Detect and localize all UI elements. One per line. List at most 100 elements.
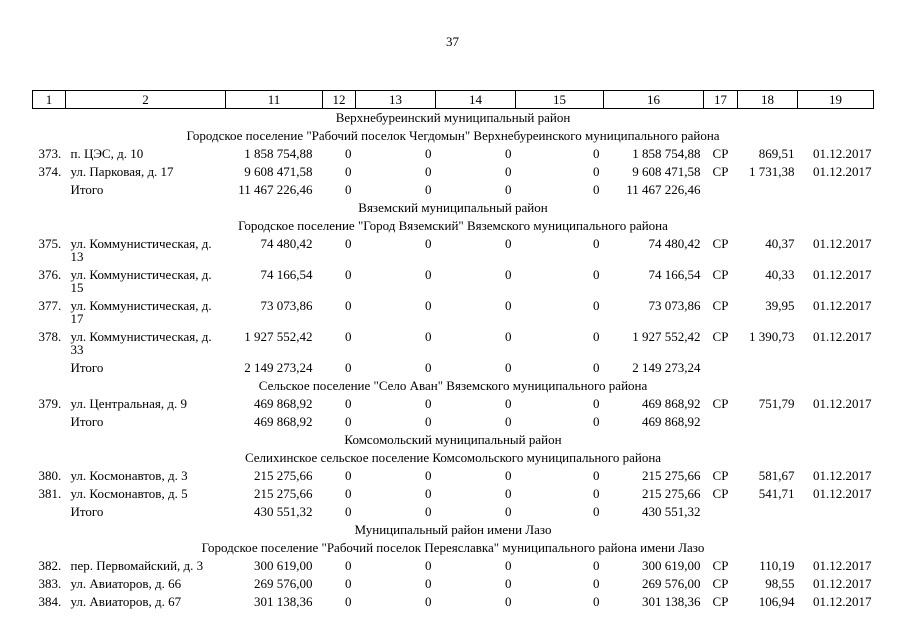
value-cell-c13: 0 bbox=[425, 329, 432, 344]
value-cell-c17: СР bbox=[712, 329, 729, 344]
value-cell-c12: 0 bbox=[345, 146, 352, 161]
table-row: 384. ул. Авиаторов, д. 67 301 138,36 0 0 0 0 30… bbox=[33, 593, 874, 611]
value-cell-c13: 0 bbox=[425, 236, 432, 251]
value-cell-c16: 269 576,00 bbox=[642, 576, 701, 591]
value-cell-c12: 0 bbox=[345, 236, 352, 251]
value-cell-c13: 0 bbox=[425, 504, 432, 519]
address-cell: ул. Коммунистическая, д. 13 bbox=[70, 236, 212, 264]
value-cell-c16: 74 480,42 bbox=[648, 236, 701, 251]
value-cell-c18 bbox=[738, 359, 798, 377]
value-cell-c15: 0 bbox=[593, 414, 600, 429]
row-number-cell bbox=[33, 359, 66, 377]
table-row: 377. ул. Коммунистическая, д. 17 73 073,86… bbox=[33, 297, 874, 328]
value-cell-c14: 0 bbox=[505, 558, 512, 573]
table-header-row: 1 2 11 12 13 14 15 16 17 18 19 bbox=[32, 90, 874, 109]
settlement-header: Городское поселение "Город Вяземский" Вя… bbox=[238, 218, 668, 233]
value-cell-c15: 0 bbox=[593, 504, 600, 519]
column-header: 17 bbox=[703, 90, 738, 109]
settlement-header-row: Селихинское сельское поселение Комсомоль… bbox=[33, 449, 874, 467]
value-cell-c12: 0 bbox=[345, 468, 352, 483]
value-cell-c13: 0 bbox=[425, 594, 432, 609]
address-cell: ул. Центральная, д. 9 bbox=[70, 396, 188, 411]
column-header: 12 bbox=[322, 90, 356, 109]
value-cell-c14: 0 bbox=[505, 414, 512, 429]
address-cell: ул. Авиаторов, д. 66 bbox=[70, 576, 182, 591]
value-cell-c18: 581,67 bbox=[758, 468, 795, 483]
value-cell-c14: 0 bbox=[505, 164, 512, 179]
row-number-cell: 376. bbox=[38, 267, 62, 282]
value-cell-c18: 751,79 bbox=[758, 396, 795, 411]
value-cell-c19: 01.12.2017 bbox=[813, 396, 872, 411]
district-header-row: Комсомольский муниципальный район bbox=[33, 431, 874, 449]
value-cell-c13: 0 bbox=[425, 558, 432, 573]
address-cell: ул. Парковая, д. 17 bbox=[70, 164, 174, 179]
value-cell-c15: 0 bbox=[593, 594, 600, 609]
value-cell-c13: 0 bbox=[425, 576, 432, 591]
value-cell-c11: 301 138,36 bbox=[254, 594, 313, 609]
value-cell-c15: 0 bbox=[593, 576, 600, 591]
value-cell-c18 bbox=[738, 413, 798, 431]
value-cell-c11: 74 166,54 bbox=[260, 267, 313, 282]
value-cell-c18: 39,95 bbox=[765, 298, 795, 313]
value-cell-c14: 0 bbox=[505, 267, 512, 282]
value-cell-c11: 1 858 754,88 bbox=[244, 146, 313, 161]
address-cell: пер. Первомайский, д. 3 bbox=[70, 558, 204, 573]
value-cell-c15: 0 bbox=[593, 329, 600, 344]
value-cell-c15: 0 bbox=[593, 396, 600, 411]
total-label-cell: Итого bbox=[70, 182, 104, 197]
value-cell-c13: 0 bbox=[425, 164, 432, 179]
value-cell-c11: 74 480,42 bbox=[260, 236, 313, 251]
value-cell-c14: 0 bbox=[505, 576, 512, 591]
value-cell-c16: 9 608 471,58 bbox=[632, 164, 701, 179]
value-cell-c11: 2 149 273,24 bbox=[244, 360, 313, 375]
row-number-cell: 379. bbox=[38, 396, 62, 411]
value-cell-c18: 541,71 bbox=[758, 486, 795, 501]
value-cell-c14: 0 bbox=[505, 486, 512, 501]
settlement-header: Городское поселение "Рабочий поселок Пер… bbox=[201, 540, 705, 555]
value-cell-c17: СР bbox=[712, 468, 729, 483]
row-number-cell: 378. bbox=[38, 329, 62, 344]
value-cell-c19: 01.12.2017 bbox=[813, 329, 872, 344]
table-row: 380. ул. Космонавтов, д. 3 215 275,66 0 0 0 0 2… bbox=[33, 467, 874, 485]
district-header-row: Верхнебуреинский муниципальный район bbox=[33, 109, 874, 128]
row-number-cell: 381. bbox=[38, 486, 62, 501]
table-row: 374. ул. Парковая, д. 17 9 608 471,58 0 0 0 0 9… bbox=[33, 163, 874, 181]
value-cell-c17 bbox=[704, 181, 738, 199]
value-cell-c16: 74 166,54 bbox=[648, 267, 701, 282]
value-cell-c18: 869,51 bbox=[758, 146, 795, 161]
value-cell-c17: СР bbox=[712, 576, 729, 591]
row-number-cell: 380. bbox=[38, 468, 62, 483]
table-body: Верхнебуреинский муниципальный район Горо… bbox=[33, 109, 874, 612]
value-cell-c11: 300 619,00 bbox=[254, 558, 313, 573]
value-cell-c15: 0 bbox=[593, 146, 600, 161]
value-cell-c12: 0 bbox=[345, 360, 352, 375]
value-cell-c17: СР bbox=[712, 486, 729, 501]
table-row: 382. пер. Первомайский, д. 3 300 619,00 0 0 0… bbox=[33, 557, 874, 575]
district-header-row: Вяземский муниципальный район bbox=[33, 199, 874, 217]
value-cell-c13: 0 bbox=[425, 396, 432, 411]
table-row: 383. ул. Авиаторов, д. 66 269 576,00 0 0 0 0 26… bbox=[33, 575, 874, 593]
settlement-header: Сельское поселение "Село Аван" Вяземског… bbox=[258, 378, 648, 393]
value-cell-c17 bbox=[704, 413, 738, 431]
value-cell-c16: 215 275,66 bbox=[642, 486, 701, 501]
value-cell-c12: 0 bbox=[345, 164, 352, 179]
district-header: Верхнебуреинский муниципальный район bbox=[335, 110, 571, 125]
value-cell-c19: 01.12.2017 bbox=[813, 594, 872, 609]
row-number-cell: 384. bbox=[38, 594, 62, 609]
value-cell-c18: 110,19 bbox=[759, 558, 795, 573]
value-cell-c13: 0 bbox=[425, 146, 432, 161]
value-cell-c18: 40,33 bbox=[765, 267, 795, 282]
value-cell-c18: 1 731,38 bbox=[749, 164, 795, 179]
address-cell: ул. Коммунистическая, д. 33 bbox=[70, 329, 212, 357]
page-number: 37 bbox=[446, 34, 459, 49]
column-header: 18 bbox=[737, 90, 798, 109]
value-cell-c12: 0 bbox=[345, 576, 352, 591]
total-row: Итого 2 149 273,24 0 0 0 0 2 149 273,24 bbox=[33, 359, 874, 377]
value-cell-c17: СР bbox=[712, 236, 729, 251]
column-header: 15 bbox=[515, 90, 604, 109]
value-cell-c17: СР bbox=[712, 267, 729, 282]
table-row: 376. ул. Коммунистическая, д. 15 74 166,54… bbox=[33, 266, 874, 297]
address-cell: ул. Космонавтов, д. 3 bbox=[70, 468, 188, 483]
settlement-header-row: Городское поселение "Рабочий поселок Пер… bbox=[33, 539, 874, 557]
